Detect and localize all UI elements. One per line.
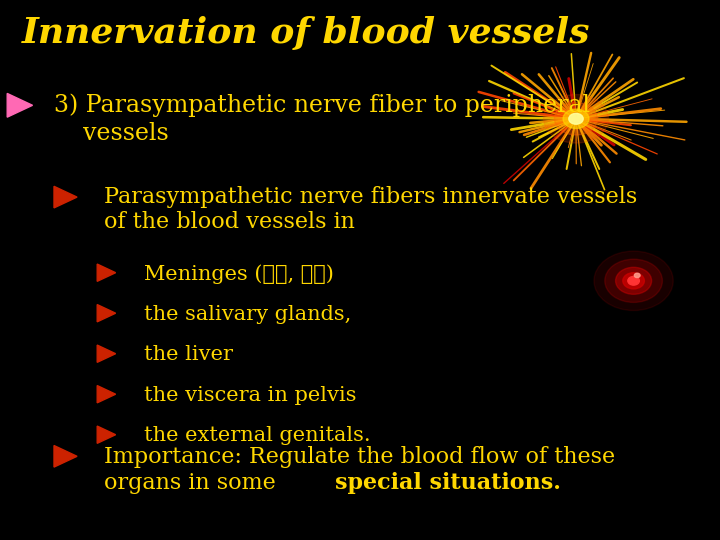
Circle shape xyxy=(623,273,644,289)
Text: organs in some: organs in some xyxy=(104,472,283,495)
Text: the viscera in pelvis: the viscera in pelvis xyxy=(144,386,356,404)
Circle shape xyxy=(554,103,598,135)
Polygon shape xyxy=(54,446,77,467)
Polygon shape xyxy=(97,264,116,281)
Text: vessels: vessels xyxy=(83,122,168,145)
Polygon shape xyxy=(7,93,32,117)
Text: 3) Parasympathetic nerve fiber to peripheral: 3) Parasympathetic nerve fiber to periph… xyxy=(54,93,590,117)
Text: Meninges (脑膜, 髓膜): Meninges (脑膜, 髓膜) xyxy=(144,264,334,284)
Polygon shape xyxy=(97,305,116,322)
Text: the liver: the liver xyxy=(144,345,233,364)
Circle shape xyxy=(628,276,639,285)
Circle shape xyxy=(563,109,589,129)
Circle shape xyxy=(634,273,640,278)
Text: of the blood vessels in: of the blood vessels in xyxy=(104,211,355,233)
Polygon shape xyxy=(97,345,116,362)
Text: Importance: Regulate the blood flow of these: Importance: Regulate the blood flow of t… xyxy=(104,446,616,468)
Text: Parasympathetic nerve fibers innervate vessels: Parasympathetic nerve fibers innervate v… xyxy=(104,186,638,208)
Text: Innervation of blood vessels: Innervation of blood vessels xyxy=(22,16,590,50)
Circle shape xyxy=(544,94,608,143)
Text: the external genitals.: the external genitals. xyxy=(144,426,371,445)
Circle shape xyxy=(594,251,673,310)
Circle shape xyxy=(605,259,662,302)
Circle shape xyxy=(616,267,652,294)
Circle shape xyxy=(569,113,583,124)
Polygon shape xyxy=(97,386,116,403)
Text: the salivary glands,: the salivary glands, xyxy=(144,305,351,323)
Text: special situations.: special situations. xyxy=(336,472,561,495)
Polygon shape xyxy=(97,426,116,443)
Polygon shape xyxy=(54,186,77,208)
